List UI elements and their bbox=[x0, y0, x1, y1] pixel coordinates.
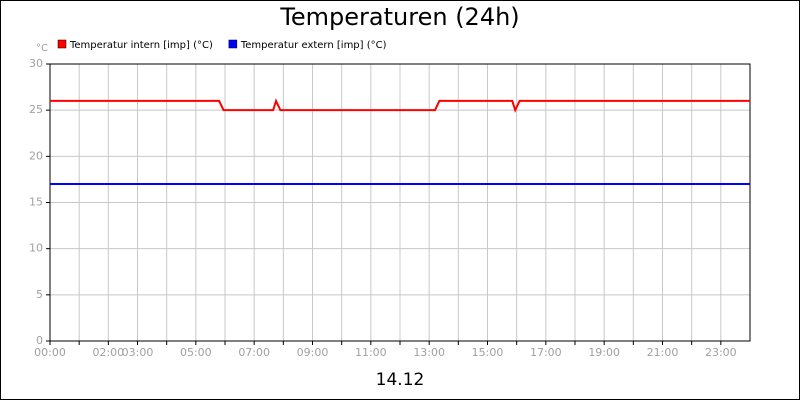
legend-label: Temperatur extern [imp] (°C) bbox=[240, 40, 387, 51]
legend-swatch bbox=[228, 39, 238, 49]
x-tick-label: 11:00 bbox=[355, 346, 387, 359]
series-line bbox=[50, 98, 750, 113]
y-tick-label: 25 bbox=[29, 103, 43, 116]
plot-border bbox=[49, 63, 751, 342]
x-tick-label: 13:00 bbox=[413, 346, 445, 359]
x-tick-label: 23:00 bbox=[705, 346, 737, 359]
x-tick-label: 09:00 bbox=[297, 346, 329, 359]
y-tick-label: 15 bbox=[29, 196, 43, 209]
y-tick-label: 20 bbox=[29, 149, 43, 162]
y-tick-label: 0 bbox=[36, 334, 43, 347]
x-tick-label: 17:00 bbox=[530, 346, 562, 359]
x-tick-label: 05:00 bbox=[180, 346, 212, 359]
y-tick-label: 5 bbox=[36, 288, 43, 301]
x-tick-label: 00:00 bbox=[34, 346, 66, 359]
chart-title: Temperaturen (24h) bbox=[279, 3, 519, 31]
y-tick-label: 10 bbox=[29, 242, 43, 255]
y-unit: °C bbox=[36, 43, 48, 54]
x-tick-label: 19:00 bbox=[588, 346, 620, 359]
legend-swatch bbox=[57, 39, 67, 49]
x-tick-label: 21:00 bbox=[647, 346, 679, 359]
x-tick-label: 03:00 bbox=[122, 346, 154, 359]
x-tick-label: 02:00 bbox=[92, 346, 124, 359]
x-tick-label: 07:00 bbox=[238, 346, 270, 359]
x-tick-label: 15:00 bbox=[472, 346, 504, 359]
x-caption: 14.12 bbox=[376, 370, 425, 390]
legend-label: Temperatur intern [imp] (°C) bbox=[69, 40, 213, 51]
y-tick-label: 30 bbox=[29, 57, 43, 70]
